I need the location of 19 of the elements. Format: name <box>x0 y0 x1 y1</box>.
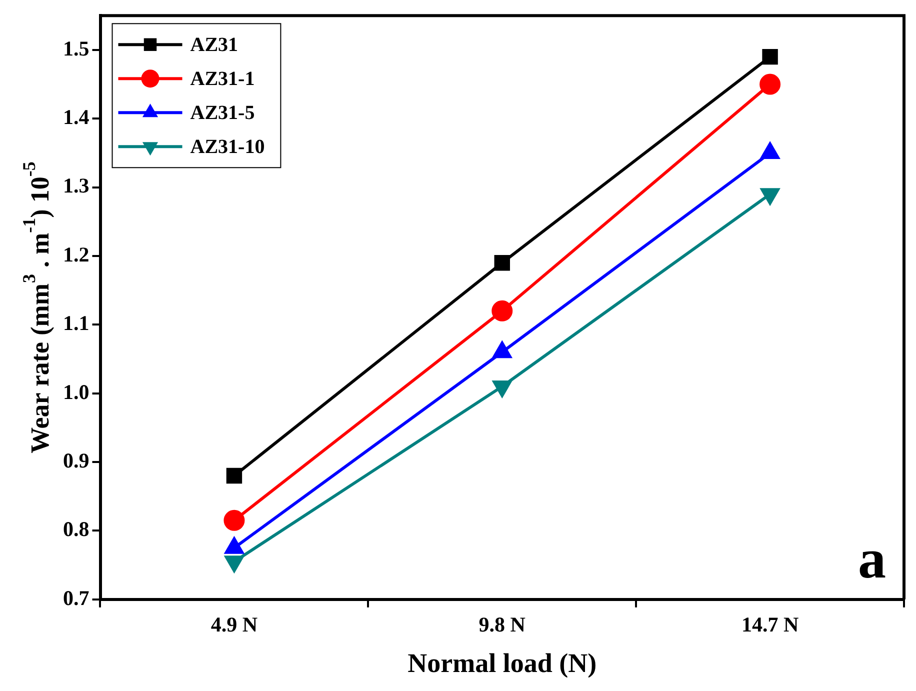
x-axis-title: Normal load (N) <box>408 648 597 678</box>
legend-label: AZ31-10 <box>190 136 265 158</box>
legend-label: AZ31-5 <box>190 102 255 124</box>
y-tick-label: 1.0 <box>63 380 90 404</box>
y-tick-label: 1.4 <box>63 105 90 130</box>
y-tick-label: 1.3 <box>63 174 90 198</box>
y-tick-label: 0.8 <box>63 517 90 542</box>
x-tick-label: 4.9 N <box>210 612 258 636</box>
x-tick-label: 14.7 N <box>741 612 799 636</box>
legend-label: AZ31-1 <box>190 68 255 90</box>
y-tick-label: 0.9 <box>63 448 90 472</box>
y-tick-label: 1.1 <box>63 311 90 336</box>
x-tick-label: 9.8 N <box>478 612 526 636</box>
y-tick-label: 0.7 <box>63 586 90 610</box>
annotation: a <box>858 528 886 590</box>
y-tick-label: 1.2 <box>63 242 90 266</box>
y-tick-label: 1.5 <box>63 36 90 60</box>
y-axis-title: Wear rate (mm3 . m-1) 10-5 <box>18 162 55 454</box>
legend-label: AZ31 <box>190 34 238 56</box>
